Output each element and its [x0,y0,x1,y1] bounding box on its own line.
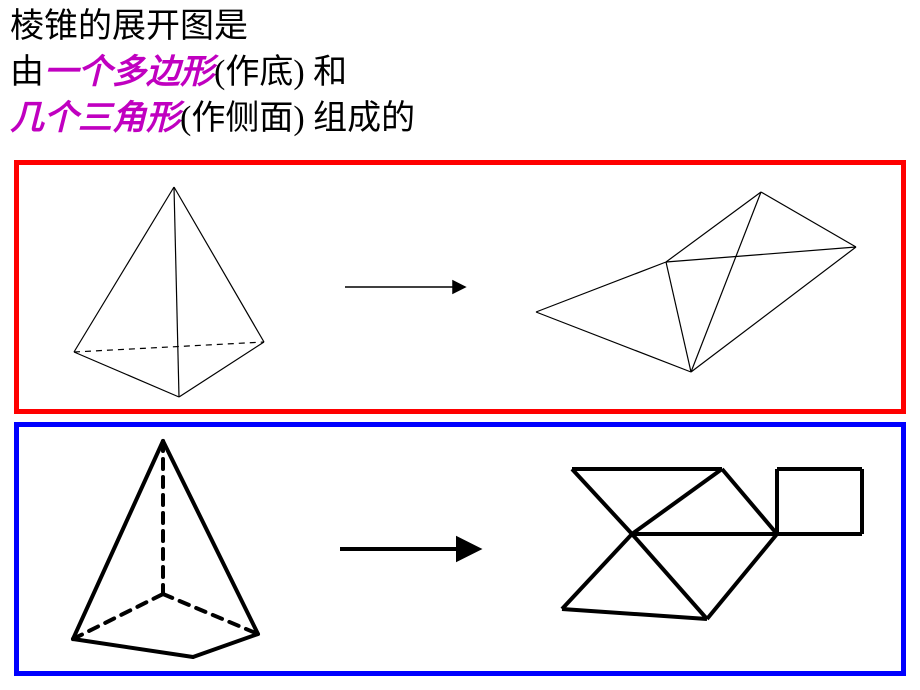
heading-line-3: 几个三角形(作侧面) 组成的 [10,96,910,142]
heading-line-2: 由一个多边形(作底) 和 [10,50,910,96]
diagram-row [19,427,901,671]
highlight-text: 一个多边形 [44,54,214,91]
diagram-row [19,165,901,409]
highlight-text: 几个三角形 [10,100,180,137]
text-segment: 是 [214,8,248,45]
diagram-panel-triangular-pyramid [14,160,906,414]
square-pyramid-3d [43,429,303,669]
text-segment: 由 [10,54,44,91]
text-segment: (作侧面) 组成的 [180,100,415,137]
text-segment: 棱锥的展开图 [10,8,214,45]
arrow-icon [330,524,490,574]
heading-line-1: 棱锥的展开图是 [10,4,910,50]
square-pyramid-net [517,434,877,664]
text-segment: (作底) 和 [214,54,347,91]
heading-block: 棱锥的展开图是 由一个多边形(作底) 和 几个三角形(作侧面) 组成的 [0,0,920,152]
triangular-pyramid-net [516,177,876,397]
triangular-pyramid-3d [44,172,304,402]
diagram-panel-square-pyramid [14,422,906,676]
arrow-icon [335,267,485,307]
